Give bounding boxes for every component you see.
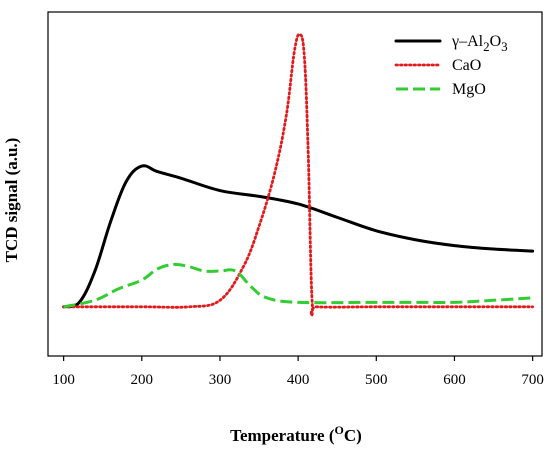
legend-label-part: O xyxy=(490,33,502,50)
series-line-2 xyxy=(63,262,533,309)
legend-label-0: γ–Al2O3 xyxy=(451,33,508,54)
x-tick-label: 600 xyxy=(443,372,466,388)
legend-label-part: 2 xyxy=(483,39,490,54)
legend-label-part: γ–Al xyxy=(451,33,484,50)
y-axis-title: TCD signal (a.u.) xyxy=(2,138,21,263)
x-axis-title: Temperature (OC) xyxy=(230,423,362,445)
x-tick-label: 500 xyxy=(365,372,388,388)
legend-label-2: MgO xyxy=(452,81,486,98)
x-tick-label: 200 xyxy=(131,372,154,388)
x-tick-label: 300 xyxy=(209,372,232,388)
legend-label-1: CaO xyxy=(452,57,481,74)
series-line-0 xyxy=(62,164,535,309)
axes: 100 200 300 400 500 600 700 xyxy=(47,11,544,388)
x-tick-label: 400 xyxy=(287,372,310,388)
plot-area xyxy=(62,32,535,317)
legend: γ–Al2O3 CaO MgO xyxy=(394,33,508,98)
series-line-1 xyxy=(62,32,535,317)
x-tick-label: 100 xyxy=(52,372,75,388)
x-tick-label: 700 xyxy=(521,372,544,388)
legend-label-part: 3 xyxy=(501,39,508,54)
plot-frame xyxy=(47,11,543,357)
